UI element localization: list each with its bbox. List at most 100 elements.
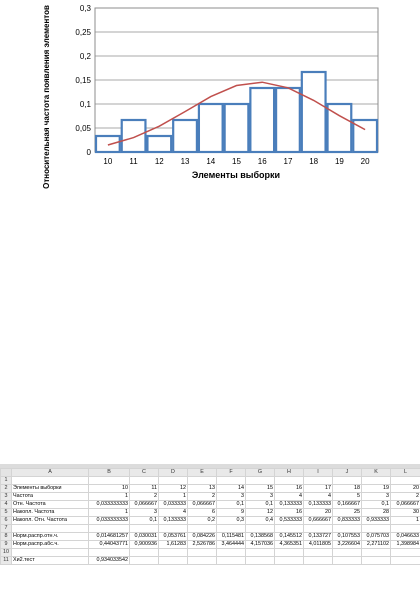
sheet-cell[interactable] [361,556,391,565]
sheet-cell[interactable] [216,548,246,557]
sheet-cell[interactable]: 2 [187,492,217,501]
sheet-cell[interactable] [303,548,333,557]
sheet-cell[interactable]: 4 [158,508,188,517]
sheet-cell[interactable]: 0,066667 [390,500,420,509]
sheet-cell[interactable]: 0,44043771 [88,540,130,549]
sheet-cell[interactable]: 2 [129,492,159,501]
sheet-cell[interactable]: 2,271102 [361,540,391,549]
sheet-cell[interactable]: 11 [129,484,159,493]
sheet-cell[interactable]: 16 [274,484,304,493]
sheet-cell[interactable]: 0,115481 [216,532,246,541]
sheet-cell[interactable] [158,476,188,485]
sheet-cell[interactable]: 25 [332,508,362,517]
sheet-cell[interactable] [187,524,217,533]
sheet-cell[interactable]: 0,4 [245,516,275,525]
row-header[interactable]: 11 [0,556,12,565]
sheet-cell[interactable]: 4,365351 [274,540,304,549]
sheet-cell[interactable] [245,476,275,485]
sheet-cell[interactable]: 18 [332,484,362,493]
sheet-cell[interactable] [274,476,304,485]
sheet-cell[interactable]: 0,2 [187,516,217,525]
sheet-cell[interactable]: 0,133333 [274,500,304,509]
sheet-cell[interactable] [303,476,333,485]
sheet-cell[interactable] [129,476,159,485]
sheet-cell[interactable] [274,548,304,557]
sheet-cell[interactable] [158,556,188,565]
sheet-cell[interactable]: Накопл. Отн. Частота [11,516,89,525]
sheet-cell[interactable]: 15 [245,484,275,493]
select-all-corner[interactable] [0,468,12,477]
sheet-cell[interactable]: Хи2.тест [11,556,89,565]
sheet-cell[interactable]: 1 [88,508,130,517]
sheet-cell[interactable]: 6 [187,508,217,517]
sheet-cell[interactable]: 3 [129,508,159,517]
sheet-cell[interactable] [361,476,391,485]
sheet-cell[interactable]: 3,226604 [332,540,362,549]
column-header[interactable]: J [332,468,362,477]
sheet-cell[interactable] [361,524,391,533]
sheet-cell[interactable] [332,548,362,557]
sheet-cell[interactable]: 4 [274,492,304,501]
sheet-cell[interactable]: 0,933333 [361,516,391,525]
column-header[interactable]: D [158,468,188,477]
sheet-cell[interactable]: 0,030031 [129,532,159,541]
row-header[interactable]: 7 [0,524,12,533]
sheet-cell[interactable]: 14 [216,484,246,493]
sheet-cell[interactable]: 0,934033542 [88,556,130,565]
sheet-cell[interactable]: 1 [390,516,420,525]
sheet-cell[interactable]: 0,084226 [187,532,217,541]
sheet-cell[interactable]: 0,833333 [332,516,362,525]
sheet-cell[interactable]: 0,133333 [303,500,333,509]
sheet-cell[interactable]: 0,3 [216,516,246,525]
sheet-cell[interactable] [88,476,130,485]
sheet-cell[interactable]: 19 [361,484,391,493]
sheet-cell[interactable] [332,556,362,565]
sheet-cell[interactable]: 12 [245,508,275,517]
sheet-cell[interactable]: 0,053761 [158,532,188,541]
sheet-cell[interactable]: 1,61283 [158,540,188,549]
sheet-cell[interactable]: 2 [390,492,420,501]
sheet-cell[interactable] [361,548,391,557]
sheet-cell[interactable] [303,524,333,533]
sheet-cell[interactable]: 0,1 [361,500,391,509]
column-header[interactable]: G [245,468,275,477]
sheet-cell[interactable]: 2,526786 [187,540,217,549]
sheet-cell[interactable] [390,476,420,485]
sheet-cell[interactable]: 0,900936 [129,540,159,549]
column-header[interactable]: C [129,468,159,477]
sheet-cell[interactable] [216,476,246,485]
sheet-cell[interactable]: Норм.распр.отн.ч. [11,532,89,541]
sheet-cell[interactable]: Частота [11,492,89,501]
sheet-cell[interactable]: 0,1 [216,500,246,509]
sheet-cell[interactable] [158,548,188,557]
sheet-cell[interactable]: 0,066667 [129,500,159,509]
sheet-cell[interactable] [274,524,304,533]
column-header[interactable]: E [187,468,217,477]
column-header[interactable]: F [216,468,246,477]
sheet-cell[interactable] [390,548,420,557]
sheet-cell[interactable] [11,476,89,485]
sheet-cell[interactable]: 0,075703 [361,532,391,541]
sheet-cell[interactable]: 0,066667 [187,500,217,509]
sheet-cell[interactable]: Накопл. Частота [11,508,89,517]
column-header[interactable]: L [390,468,420,477]
sheet-cell[interactable] [216,556,246,565]
sheet-cell[interactable]: 0,1 [129,516,159,525]
sheet-cell[interactable] [303,556,333,565]
sheet-cell[interactable]: 0,046633 [390,532,420,541]
sheet-cell[interactable]: 0,145512 [274,532,304,541]
column-header[interactable]: H [274,468,304,477]
sheet-cell[interactable] [187,476,217,485]
column-header[interactable]: B [88,468,130,477]
sheet-cell[interactable] [390,524,420,533]
sheet-cell[interactable] [245,548,275,557]
sheet-cell[interactable] [129,556,159,565]
sheet-cell[interactable]: 12 [158,484,188,493]
row-header[interactable]: 3 [0,492,12,501]
sheet-cell[interactable]: Норм.распр.абс.ч. [11,540,89,549]
sheet-cell[interactable] [88,548,130,557]
sheet-cell[interactable]: Отн. Частота [11,500,89,509]
sheet-cell[interactable] [11,524,89,533]
row-header[interactable]: 6 [0,516,12,525]
sheet-cell[interactable]: 0,107553 [332,532,362,541]
